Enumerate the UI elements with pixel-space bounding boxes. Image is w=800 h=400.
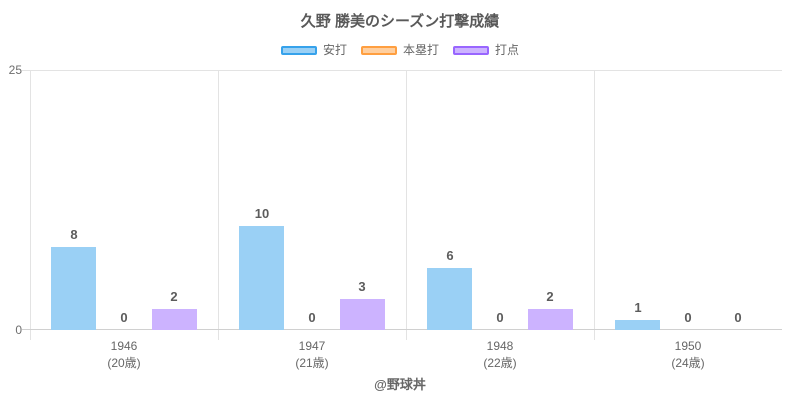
legend-label: 安打 xyxy=(322,43,347,57)
x-tick-year: 1947 xyxy=(298,339,326,353)
x-tick-year: 1946 xyxy=(110,339,138,353)
legend-swatch-icon xyxy=(360,46,397,55)
x-tick-age: (20歳) xyxy=(107,356,141,370)
x-tick-label-1950: 1950 (24歳) xyxy=(594,338,782,372)
legend-label: 打点 xyxy=(495,43,520,57)
legend-swatch-icon xyxy=(280,46,317,55)
bar-value-label: 0 xyxy=(496,310,504,325)
legend-swatch-icon xyxy=(453,46,489,55)
bar-value-label: 6 xyxy=(446,248,454,263)
gridline-category-boundary xyxy=(594,70,595,340)
bar-打点-1946[interactable] xyxy=(152,309,197,330)
gridline-top xyxy=(22,70,782,71)
legend-item-2[interactable]: 打点 xyxy=(453,44,519,57)
x-tick-label-1948: 1948 (22歳) xyxy=(406,338,594,372)
x-tick-age: (24歳) xyxy=(671,356,705,370)
y-axis-line xyxy=(30,70,31,340)
x-tick-age: (22歳) xyxy=(483,356,517,370)
x-tick-year: 1950 xyxy=(674,339,702,353)
bar-value-label: 0 xyxy=(120,310,128,325)
x-tick-age: (21歳) xyxy=(295,356,329,370)
bar-打点-1947[interactable] xyxy=(340,299,385,330)
chart-footer-credit: @野球丼 xyxy=(374,377,426,392)
bar-value-label: 2 xyxy=(546,289,554,304)
bar-value-label: 8 xyxy=(70,227,78,242)
y-tick-label: 25 xyxy=(8,63,22,77)
chart-legend: 安打 本塁打 打点 xyxy=(0,44,800,57)
bar-安打-1946[interactable] xyxy=(51,247,96,330)
chart-title: 久野 勝美のシーズン打撃成績 xyxy=(300,13,500,30)
legend-label: 本塁打 xyxy=(402,43,439,57)
bar-value-label: 2 xyxy=(170,289,178,304)
gridline-category-boundary xyxy=(406,70,407,340)
bar-安打-1950[interactable] xyxy=(615,320,660,330)
bar-安打-1947[interactable] xyxy=(239,226,284,330)
bar-value-label: 0 xyxy=(734,310,742,325)
y-tick-label: 0 xyxy=(15,323,22,337)
legend-item-1[interactable]: 本塁打 xyxy=(360,43,439,57)
x-axis-line xyxy=(22,329,782,330)
bar-value-label: 0 xyxy=(684,310,692,325)
x-tick-year: 1948 xyxy=(486,339,514,353)
bar-value-label: 3 xyxy=(358,279,366,294)
bar-value-label: 10 xyxy=(254,206,270,221)
bar-value-label: 0 xyxy=(308,310,316,325)
bar-value-label: 1 xyxy=(634,300,642,315)
gridline-category-boundary xyxy=(218,70,219,340)
x-tick-label-1946: 1946 (20歳) xyxy=(30,338,218,372)
legend-item-0[interactable]: 安打 xyxy=(280,43,347,57)
plot-area: 0 25 8 0 2 1946 (20歳) 10 0 3 1947 (21歳) 6 0 2 1948 (22歳)… xyxy=(9,63,782,370)
bar-打点-1948[interactable] xyxy=(528,309,573,330)
x-tick-label-1947: 1947 (21歳) xyxy=(218,338,406,372)
bar-安打-1948[interactable] xyxy=(427,268,472,330)
